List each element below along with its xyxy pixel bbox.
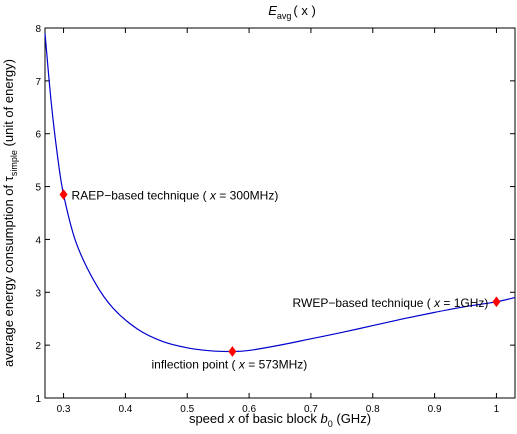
y-tick-label: 5	[35, 183, 41, 194]
marker-group	[59, 189, 501, 357]
y-tick-label: 7	[35, 77, 41, 88]
y-tick-label: 1	[35, 394, 41, 405]
x-tick-label: 0.9	[428, 404, 442, 415]
x-tick-label: 0.7	[304, 404, 318, 415]
x-axis-ticks: 0.3 0.4 0.5 0.6 0.7 0.8 0.9 1	[57, 28, 500, 415]
y-tick-label: 2	[35, 341, 41, 352]
chart-title: Eavg( x )	[268, 3, 316, 21]
y-tick-label: 6	[35, 130, 41, 141]
x-tick-label: 0.4	[118, 404, 132, 415]
marker-label-raep: RAEP−based technique ( x = 300MHz)	[72, 189, 279, 203]
marker-diamond	[492, 296, 501, 308]
x-tick-label: 1	[494, 404, 500, 415]
y-tick-label: 4	[35, 235, 41, 246]
marker-label-rwep: RWEP−based technique ( x = 1GHz)	[293, 296, 489, 310]
x-tick-label: 0.6	[242, 404, 256, 415]
x-tick-label: 0.3	[57, 404, 71, 415]
marker-diamond	[59, 189, 68, 200]
y-tick-label: 3	[35, 288, 41, 299]
x-tick-label: 0.8	[366, 404, 380, 415]
energy-curve	[44, 33, 516, 353]
y-axis-ticks: 1 2 3 4 5 6 7 8	[35, 24, 515, 405]
x-axis-label: speed x of basic block b0 (GHz)	[189, 411, 371, 429]
plot-area	[44, 27, 516, 399]
marker-label-inflection: inflection point ( x = 573MHz)	[152, 357, 308, 371]
y-tick-label: 8	[35, 24, 41, 35]
y-axis-label: average energy consumption of τsimple (u…	[1, 59, 19, 367]
marker-diamond	[228, 346, 237, 357]
x-tick-label: 0.5	[180, 404, 194, 415]
